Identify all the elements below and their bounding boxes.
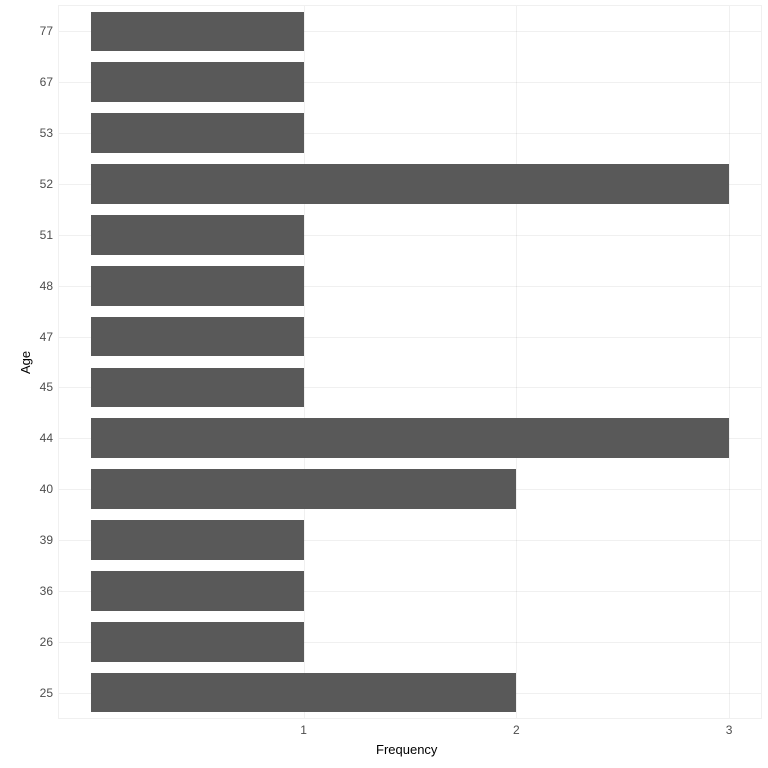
bar bbox=[91, 673, 516, 713]
bar bbox=[91, 317, 304, 357]
bar bbox=[91, 113, 304, 153]
x-tick-label: 1 bbox=[300, 724, 307, 736]
bar bbox=[91, 520, 304, 560]
y-tick-label: 47 bbox=[40, 331, 53, 343]
plot-panel bbox=[59, 6, 761, 718]
y-tick-label: 39 bbox=[40, 534, 53, 546]
gridline-vertical bbox=[729, 6, 730, 718]
bar bbox=[91, 368, 304, 408]
y-tick-label: 45 bbox=[40, 381, 53, 393]
y-tick-label: 36 bbox=[40, 585, 53, 597]
y-tick-label: 53 bbox=[40, 127, 53, 139]
y-tick-label: 40 bbox=[40, 483, 53, 495]
y-tick-label: 48 bbox=[40, 280, 53, 292]
bar bbox=[91, 12, 304, 52]
y-tick-label: 51 bbox=[40, 229, 53, 241]
y-tick-label: 77 bbox=[40, 25, 53, 37]
bar bbox=[91, 164, 729, 204]
bar bbox=[91, 266, 304, 306]
bar bbox=[91, 215, 304, 255]
y-tick-label: 67 bbox=[40, 76, 53, 88]
gridline-vertical bbox=[304, 6, 305, 718]
x-tick-label: 2 bbox=[513, 724, 520, 736]
bar bbox=[91, 469, 516, 509]
age-frequency-chart: 25 26 36 39 40 44 45 47 48 51 52 53 67 77 1 2 3 Frequen… bbox=[0, 0, 768, 768]
bar bbox=[91, 571, 304, 611]
y-tick-label: 44 bbox=[40, 432, 53, 444]
bar bbox=[91, 62, 304, 102]
x-tick-label: 3 bbox=[726, 724, 733, 736]
x-axis-label: Frequency bbox=[376, 742, 437, 757]
gridline-vertical bbox=[516, 6, 517, 718]
y-tick-label: 25 bbox=[40, 687, 53, 699]
y-axis-label: Age bbox=[18, 351, 33, 374]
y-tick-label: 52 bbox=[40, 178, 53, 190]
y-tick-label: 26 bbox=[40, 636, 53, 648]
bar bbox=[91, 622, 304, 662]
bar bbox=[91, 418, 729, 458]
